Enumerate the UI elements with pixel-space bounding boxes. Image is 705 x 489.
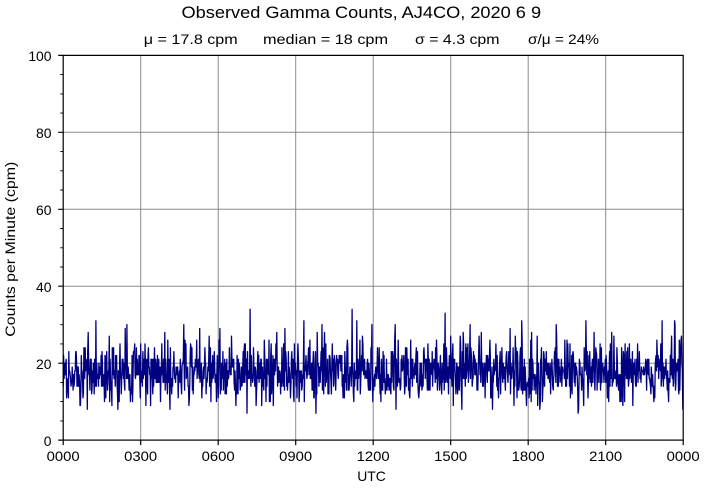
svg-text:0000: 0000 bbox=[47, 448, 80, 464]
svg-text:0000: 0000 bbox=[667, 448, 700, 464]
svg-text:0300: 0300 bbox=[124, 448, 157, 464]
svg-text:100: 100 bbox=[28, 48, 51, 64]
svg-text:80: 80 bbox=[36, 125, 52, 141]
svg-text:UTC: UTC bbox=[357, 468, 386, 484]
svg-text:40: 40 bbox=[36, 279, 52, 295]
svg-text:60: 60 bbox=[36, 202, 52, 218]
svg-text:0600: 0600 bbox=[202, 448, 235, 464]
svg-text:0900: 0900 bbox=[279, 448, 312, 464]
svg-text:2100: 2100 bbox=[589, 448, 622, 464]
svg-text:1200: 1200 bbox=[357, 448, 390, 464]
svg-text:Counts per Minute (cpm): Counts per Minute (cpm) bbox=[2, 162, 18, 337]
svg-text:median = 18 cpm: median = 18 cpm bbox=[263, 31, 388, 47]
svg-text:σ = 4.3 cpm: σ = 4.3 cpm bbox=[415, 31, 500, 47]
svg-text:1800: 1800 bbox=[512, 448, 545, 464]
svg-text:0: 0 bbox=[44, 433, 52, 449]
svg-text:20: 20 bbox=[36, 356, 52, 372]
svg-text:1500: 1500 bbox=[434, 448, 467, 464]
svg-text:Observed Gamma Counts, AJ4CO,: Observed Gamma Counts, AJ4CO, 2020 6 9 bbox=[182, 4, 542, 22]
svg-text:μ = 17.8 cpm: μ = 17.8 cpm bbox=[144, 31, 238, 47]
svg-text:σ/μ = 24%: σ/μ = 24% bbox=[528, 31, 599, 47]
